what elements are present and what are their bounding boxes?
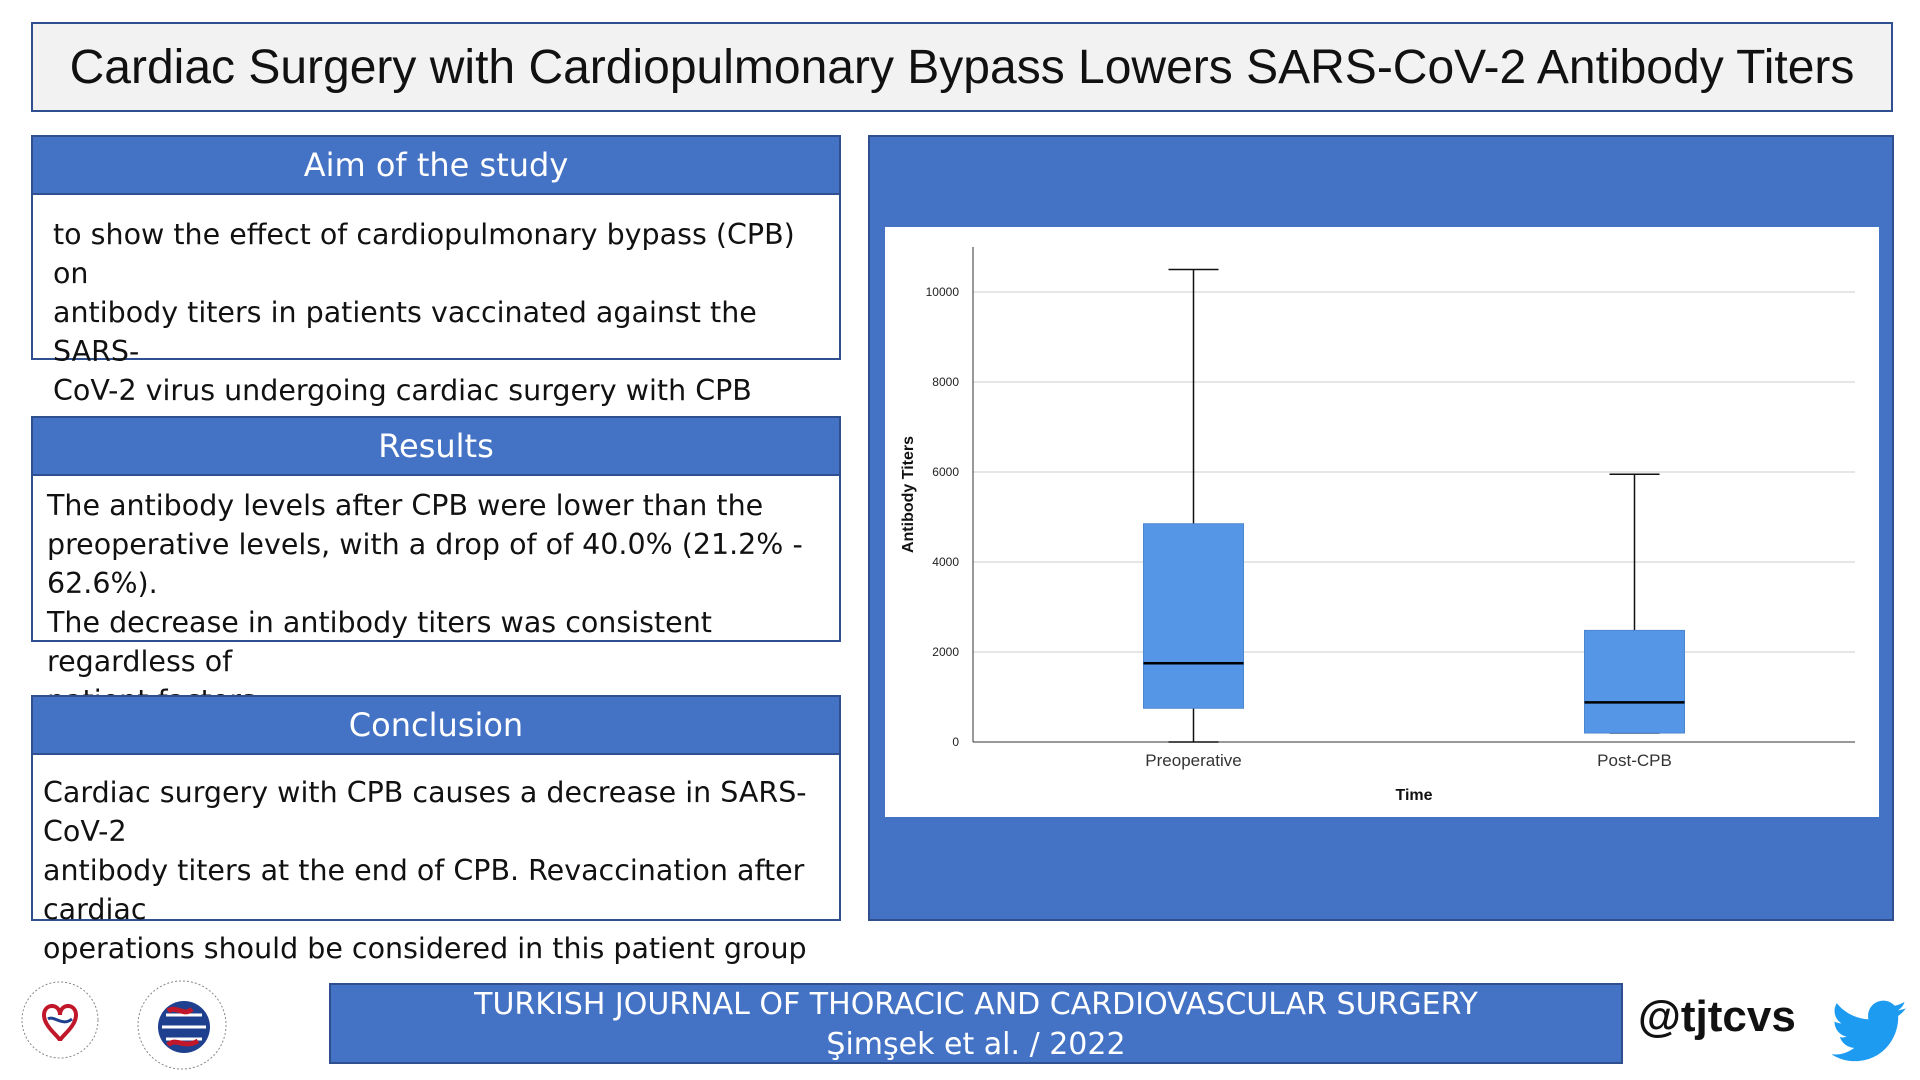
conclusion-text: Cardiac surgery with CPB causes a decrea… [33,755,839,968]
society-cardiovascular-logo [21,981,99,1059]
y-tick-label: 2000 [932,645,959,659]
y-tick-label: 8000 [932,375,959,389]
twitter-handle[interactable]: @tjtcvs [1638,992,1796,1041]
y-tick-label: 4000 [932,555,959,569]
results-line: The antibody levels after CPB were lower… [47,489,764,522]
chart-area: 0 2000 4000 6000 8000 10000 Antibody Titers Tim… [885,227,1879,817]
aim-panel: Aim of the study to show the effect of c… [31,135,841,407]
aim-line: CoV-2 virus undergoing cardiac surgery w… [53,374,752,407]
results-heading: Results [33,418,839,476]
results-panel: Results The antibody levels after CPB we… [31,416,841,717]
footer-box: TURKISH JOURNAL OF THORACIC AND CARDIOVA… [329,983,1623,1064]
aim-line: antibody titers in patients vaccinated a… [53,296,757,368]
results-line: The decrease in antibody titers was cons… [47,606,712,678]
citation: Şimşek et al. / 2022 [826,1027,1126,1062]
twitter-icon[interactable] [1832,1000,1908,1064]
y-axis-title: Antibody Titers [900,436,917,553]
aim-text: to show the effect of cardiopulmonary by… [33,195,839,410]
results-line: preoperative levels, with a drop of of 4… [47,528,803,600]
conclusion-line: antibody titers at the end of CPB. Revac… [43,854,805,926]
title-box: Cardiac Surgery with Cardiopulmonary Byp… [31,22,1893,112]
society-thoracic-logo [137,980,227,1070]
conclusion-line: Cardiac surgery with CPB causes a decrea… [43,776,807,848]
x-axis-title: Time [1395,787,1432,804]
x-category-label: Preoperative [1145,751,1241,770]
x-category-label: Post-CPB [1597,751,1672,770]
aim-line: to show the effect of cardiopulmonary by… [53,218,795,290]
box [1143,523,1244,709]
conclusion-heading: Conclusion [33,697,839,755]
aim-heading: Aim of the study [33,137,839,195]
results-text: The antibody levels after CPB were lower… [33,476,839,720]
box [1584,629,1685,734]
conclusion-panel: Conclusion Cardiac surgery with CPB caus… [31,695,841,965]
conclusion-line: operations should be considered in this … [43,932,807,965]
y-tick-label: 0 [952,735,959,749]
box-plot-chart: 0 2000 4000 6000 8000 10000 Antibody Titers Tim… [900,247,1855,804]
journal-name: TURKISH JOURNAL OF THORACIC AND CARDIOVA… [474,987,1478,1022]
y-tick-label: 6000 [932,465,959,479]
y-tick-label: 10000 [926,285,960,299]
chart-panel: 0 2000 4000 6000 8000 10000 Antibody Titers Tim… [868,135,1894,921]
page-title: Cardiac Surgery with Cardiopulmonary Byp… [69,40,1855,94]
